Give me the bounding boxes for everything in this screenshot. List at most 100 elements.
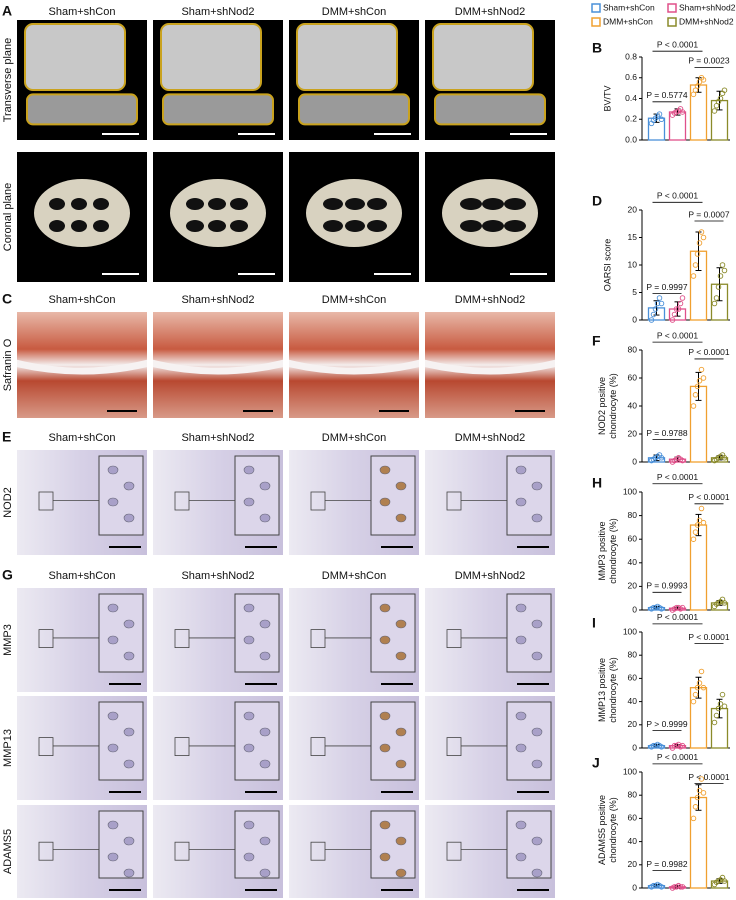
roi-box (38, 737, 54, 756)
y-tick-label: 20 (628, 204, 638, 214)
legend-label: Sham+shNod2 (679, 2, 736, 12)
y-tick-label: 60 (628, 533, 638, 543)
cell (107, 603, 119, 613)
p-value: P = 0.9993 (646, 581, 687, 591)
data-point (679, 457, 686, 464)
p-value: P = 0.5774 (646, 90, 687, 100)
y-tick-label: 10 (628, 259, 638, 269)
y-tick-label: 60 (628, 813, 638, 823)
cell (259, 836, 271, 846)
panel-letter: C (2, 291, 12, 307)
trabecular-space (93, 220, 109, 232)
cell (395, 619, 407, 629)
cell (379, 852, 391, 862)
cell (107, 820, 119, 830)
group-header: DMM+shNod2 (455, 6, 526, 18)
trabecular-space (460, 198, 482, 210)
legend-label: DMM+shCon (603, 16, 653, 26)
roi-box (446, 491, 462, 511)
group-header: DMM+shNod2 (455, 570, 526, 582)
y-tick-label: 0.6 (625, 72, 637, 82)
data-point (721, 267, 728, 274)
y-tick-label: 0 (632, 882, 637, 892)
trabecular-space (186, 198, 204, 210)
group-header: DMM+shNod2 (455, 432, 526, 444)
bar (689, 84, 708, 141)
data-point (690, 815, 697, 822)
chart-letter: F (592, 333, 601, 349)
data-point (679, 742, 686, 749)
panel-letter: G (2, 567, 13, 583)
tibia (26, 93, 138, 126)
trabecular-space (71, 220, 87, 232)
group-header: Sham+shNod2 (181, 570, 254, 582)
error-bar (653, 300, 660, 316)
cell (531, 868, 543, 878)
joint-space (425, 359, 555, 375)
inset (98, 810, 144, 879)
y-tick-label: 0.8 (625, 51, 637, 61)
row-label: ADAMS5 (2, 829, 14, 874)
y-axis-label: chondrocyte (%) (608, 657, 618, 723)
cell (259, 513, 271, 523)
roi-box (446, 629, 462, 648)
cell (531, 619, 543, 629)
data-point (698, 366, 705, 373)
p-value: P < 0.0001 (688, 772, 729, 782)
cell (379, 820, 391, 830)
data-point (658, 606, 665, 612)
p-value: P < 0.0001 (657, 752, 698, 762)
group-header: Sham+shNod2 (181, 432, 254, 444)
cell (123, 619, 135, 629)
group-header: DMM+shCon (322, 294, 387, 306)
cell (515, 743, 527, 753)
data-point (713, 295, 720, 301)
data-point (696, 378, 703, 384)
cell (259, 759, 271, 769)
data-point (696, 680, 703, 686)
data-point (694, 383, 701, 390)
data-point (658, 455, 665, 461)
roi-box (446, 737, 462, 756)
data-point (677, 884, 684, 890)
data-point (696, 517, 703, 524)
data-point (679, 295, 686, 301)
data-point (690, 536, 697, 542)
group-header: Sham+shCon (49, 432, 116, 444)
data-point (711, 719, 718, 726)
trabecular-space (230, 220, 248, 232)
trabecular-space (208, 198, 226, 210)
femur (24, 23, 126, 91)
cell (531, 651, 543, 661)
y-tick-label: 0.4 (625, 93, 637, 103)
y-tick-label: 0.2 (625, 114, 637, 124)
data-point (677, 300, 684, 307)
data-point (698, 505, 705, 512)
cell (395, 836, 407, 846)
cell (107, 635, 119, 645)
femur (432, 23, 534, 91)
cell (259, 727, 271, 737)
data-point (694, 684, 701, 691)
y-tick-label: 80 (628, 510, 638, 520)
data-point (715, 705, 722, 712)
cell (259, 651, 271, 661)
p-value: P < 0.0001 (657, 191, 698, 201)
data-point (696, 240, 703, 246)
error-bar (716, 267, 723, 302)
y-axis-label: NOD2 positive (597, 377, 607, 435)
data-point (658, 116, 665, 122)
data-point (694, 522, 701, 528)
legend-swatch (591, 3, 601, 13)
trabecular-space (186, 220, 204, 232)
roi-box (174, 629, 190, 648)
group-header: Sham+shCon (49, 570, 116, 582)
cell (379, 711, 391, 721)
cell (123, 651, 135, 661)
cell (395, 513, 407, 523)
cell (259, 619, 271, 629)
y-axis-label: chondrocyte (%) (608, 518, 618, 584)
inset (370, 593, 416, 673)
p-value: P < 0.0001 (688, 347, 729, 357)
